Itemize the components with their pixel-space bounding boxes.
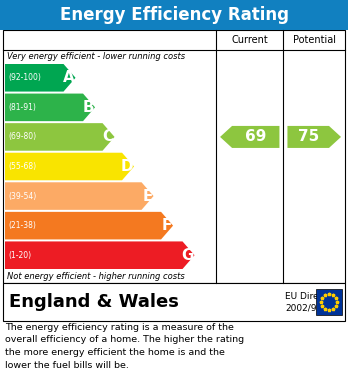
Text: (69-80): (69-80) <box>8 133 36 142</box>
Text: England & Wales: England & Wales <box>9 293 179 311</box>
Text: (55-68): (55-68) <box>8 162 36 171</box>
Text: Not energy efficient - higher running costs: Not energy efficient - higher running co… <box>7 272 185 281</box>
Text: The energy efficiency rating is a measure of the
overall efficiency of a home. T: The energy efficiency rating is a measur… <box>5 323 244 369</box>
Text: 69: 69 <box>245 129 267 144</box>
Text: D: D <box>120 159 133 174</box>
Text: Energy Efficiency Rating: Energy Efficiency Rating <box>60 6 288 24</box>
Polygon shape <box>5 182 153 210</box>
Text: Potential: Potential <box>293 35 336 45</box>
Text: C: C <box>102 129 113 144</box>
Polygon shape <box>5 212 173 239</box>
Text: (21-38): (21-38) <box>8 221 36 230</box>
Polygon shape <box>5 64 76 91</box>
Bar <box>0 0 348 30</box>
Bar <box>316 289 342 315</box>
Polygon shape <box>220 126 279 148</box>
Text: EU Directive
2002/91/EC: EU Directive 2002/91/EC <box>285 292 341 312</box>
Text: (39-54): (39-54) <box>8 192 36 201</box>
Polygon shape <box>5 241 195 269</box>
Polygon shape <box>287 126 341 148</box>
Text: (81-91): (81-91) <box>8 103 36 112</box>
Text: G: G <box>181 248 193 263</box>
Text: F: F <box>162 218 172 233</box>
Polygon shape <box>5 153 134 180</box>
Polygon shape <box>5 123 114 151</box>
Text: (1-20): (1-20) <box>8 251 31 260</box>
Text: (92-100): (92-100) <box>8 73 41 82</box>
Text: E: E <box>142 188 152 204</box>
Text: A: A <box>63 70 74 85</box>
Text: 75: 75 <box>298 129 319 144</box>
Polygon shape <box>5 93 95 121</box>
Bar <box>3 30 345 283</box>
Text: Very energy efficient - lower running costs: Very energy efficient - lower running co… <box>7 52 185 61</box>
Text: Current: Current <box>231 35 268 45</box>
Bar <box>3 283 345 321</box>
Text: B: B <box>82 100 94 115</box>
